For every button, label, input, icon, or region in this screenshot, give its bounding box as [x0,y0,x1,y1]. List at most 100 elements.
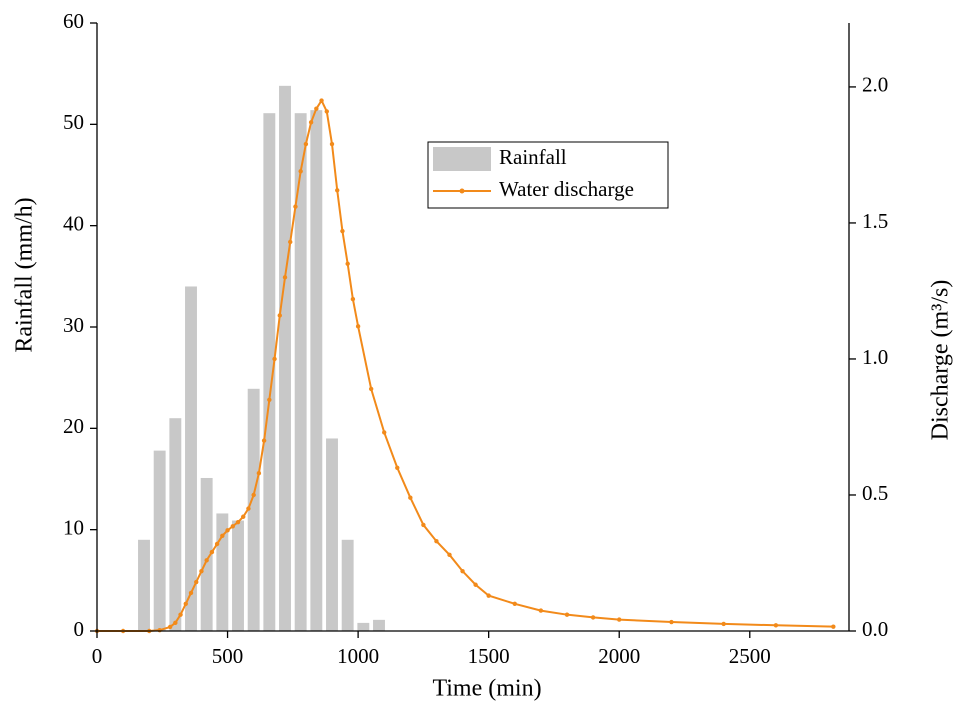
discharge-point [230,524,235,529]
legend-label: Rainfall [499,145,567,169]
discharge-point [408,495,413,500]
x-tick-label: 1500 [468,644,510,668]
bar [153,450,166,631]
bar [294,113,307,632]
discharge-point [355,324,361,329]
bar [138,539,150,631]
x-tick-label: 2500 [729,644,771,668]
discharge-point [421,522,426,528]
discharge-point [256,471,262,476]
discharge-point [220,533,225,538]
discharge-point [194,579,199,585]
discharge-point [167,624,173,630]
y2-tick-label: 0.5 [862,481,888,505]
discharge-point [272,356,277,362]
y2-tick-label: 2.0 [862,73,888,97]
discharge-point [460,568,465,574]
discharge-point [434,539,439,544]
bar [263,113,276,632]
discharge-point [590,615,596,620]
x-tick-label: 1000 [337,644,379,668]
discharge-point [288,239,293,245]
discharge-point [382,430,387,435]
x-tick-label: 2000 [598,644,640,668]
legend-swatch [433,147,491,171]
discharge-point [345,261,350,266]
discharge-point [178,612,183,617]
bar [326,438,338,631]
discharge-point [209,549,215,555]
bar [373,619,385,631]
y2-tick-label: 1.5 [862,209,888,233]
y2-tick-label: 1.0 [862,345,888,369]
discharge-point [721,621,726,627]
discharge-point [473,582,478,587]
discharge-point [340,228,345,234]
discharge-point [173,620,178,626]
discharge-point [214,541,220,547]
discharge-point [277,313,282,318]
y-axis-label: Rainfall (mm/h) [12,197,38,352]
discharge-point [188,590,194,596]
bar [357,622,370,631]
discharge-point [350,296,356,302]
y2-tick-label: 0.0 [862,617,888,641]
discharge-point [335,188,340,193]
discharge-point [773,623,779,628]
discharge-point [486,593,491,598]
bar [247,388,260,631]
bar [200,477,213,631]
discharge-point [183,601,188,606]
discharge-point [251,492,256,498]
discharge-point [395,465,400,470]
x-axis-label: Time (min) [432,676,541,702]
discharge-point [538,608,544,613]
x-tick-label: 0 [92,644,103,668]
discharge-point [204,558,209,563]
discharge-point [199,568,204,574]
y-tick-label: 50 [63,110,84,134]
discharge-point [512,601,517,606]
discharge-point [261,438,267,443]
bar [185,286,197,631]
discharge-point [235,519,241,525]
discharge-point [267,397,272,402]
discharge-point [225,528,230,533]
discharge-point [308,120,314,125]
bar [216,513,229,631]
discharge-point [246,506,251,511]
discharge-point [564,612,570,617]
discharge-point [319,98,324,103]
bar [279,85,291,632]
discharge-point [669,619,674,625]
y-tick-label: 30 [63,313,84,337]
bar [169,418,182,631]
y-tick-label: 10 [63,515,84,539]
discharge-point [293,204,298,209]
discharge-point [617,617,622,622]
discharge-point [368,386,374,392]
discharge-point [298,169,303,174]
discharge-point [329,141,335,147]
discharge-point [241,514,246,519]
bar [310,110,323,631]
y-tick-label: 60 [63,9,84,33]
discharge-point [303,141,309,147]
legend-label: Water discharge [499,177,634,201]
y-tick-label: 40 [63,211,84,235]
y2-axis-label: Discharge (m³/s) [928,280,954,441]
legend-marker [459,188,465,194]
discharge-point [282,275,288,280]
x-tick-label: 500 [212,644,244,668]
discharge-point [447,552,452,558]
y-tick-label: 0 [74,617,85,641]
discharge-point [314,106,319,111]
discharge-point [157,627,162,633]
bar [232,520,244,631]
bar [341,539,354,631]
discharge-point [324,109,329,114]
y-tick-label: 20 [63,414,84,438]
discharge-point [831,624,836,629]
